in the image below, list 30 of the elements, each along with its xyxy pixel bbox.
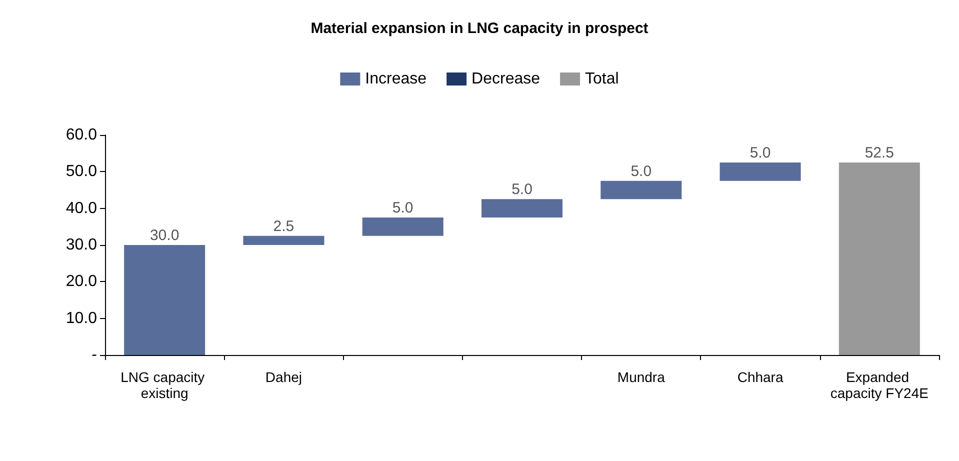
x-tick-label: Chhara [737, 369, 784, 385]
x-tick-label: Mundra [617, 369, 666, 385]
x-tick-label: Expanded capacity FY24E [830, 369, 928, 401]
y-tick-label: - [92, 346, 97, 364]
chart-title: Material expansion in LNG capacity in prospect [310, 20, 648, 37]
bar [838, 162, 920, 355]
legend-label: Total [585, 70, 619, 88]
y-tick-label: 10.0 [66, 310, 98, 327]
legend-label: Increase [365, 70, 427, 88]
bar [243, 236, 324, 245]
data-label: 5.0 [512, 181, 532, 198]
y-tick-label: 60.0 [66, 126, 98, 144]
data-label: 5.0 [630, 162, 652, 180]
data-label: 2.5 [273, 218, 294, 235]
bar [720, 162, 801, 181]
legend-label: Decrease [472, 70, 540, 88]
y-tick-label: 20.0 [66, 273, 98, 290]
bar [362, 218, 444, 236]
x-tick-label: Dahej [265, 369, 302, 385]
bar [124, 245, 206, 355]
data-label: 30.0 [150, 227, 180, 244]
y-tick-label: 30.0 [66, 236, 98, 254]
bar [600, 180, 682, 200]
bar [481, 199, 563, 218]
data-label: 5.0 [392, 200, 414, 216]
x-tick-label: LNG capacity existing [120, 369, 209, 401]
data-label: 5.0 [750, 144, 771, 162]
y-tick-label: 50.0 [66, 163, 98, 180]
data-label: 52.5 [864, 144, 894, 162]
y-tick-label: 40.0 [66, 200, 98, 217]
